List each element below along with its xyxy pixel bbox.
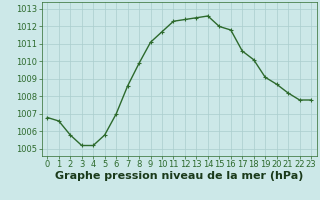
X-axis label: Graphe pression niveau de la mer (hPa): Graphe pression niveau de la mer (hPa) (55, 171, 303, 181)
